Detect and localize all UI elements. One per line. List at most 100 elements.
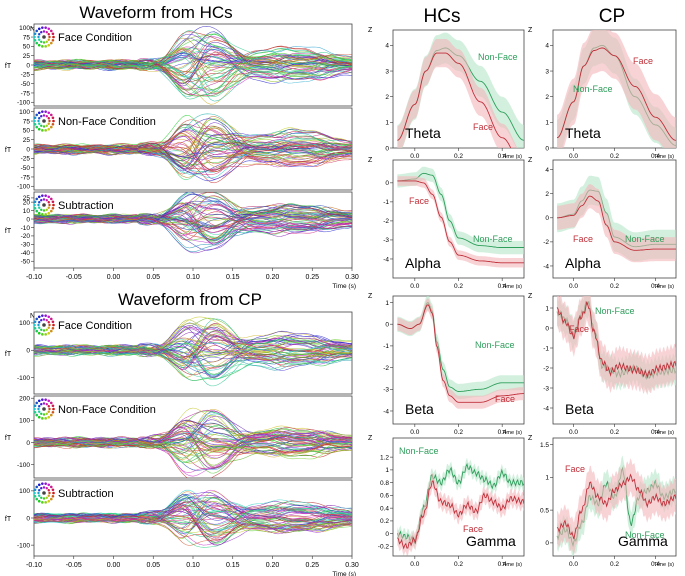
x-tick-label: 0.2 [454,561,463,568]
channel-trace [34,496,352,531]
y-tick-label: 1 [545,475,549,482]
y-tick-label: 1 [545,305,549,312]
channel-trace [34,329,352,370]
channel-trace [34,433,352,449]
cp-waveform-title: Waveform from CP [118,290,262,309]
y-tick-label: -4 [543,263,549,270]
channel-trace [34,127,352,167]
x-tick-label: 0.2 [454,429,463,436]
waveform-panel: 100 75 50 25 0 -25 -50 -75 -100 fT Face Condition [5,23,353,107]
y-tick-label: -25 [21,72,31,79]
face-sd-band [397,176,524,268]
sensor-colormap-icon [33,314,55,336]
face-series-label: Face [495,394,515,404]
band-name-label: Theta [565,125,601,141]
y-tick-label: 0 [26,348,30,355]
y-tick-label: 0 [26,216,30,223]
y-tick-label: 0 [385,180,389,187]
channel-trace [34,48,352,74]
channel-trace [34,431,352,468]
channel-trace [34,193,352,230]
x-tick-label: 0.4 [498,153,507,160]
y-axis-label: Z [368,435,373,442]
y-tick-label: 25 [23,137,31,144]
y-tick-label: 1 [385,467,389,474]
nonface-sd-band [557,455,676,556]
x-axis-label: Time (s) [654,154,674,160]
y-axis-label: Z [528,27,533,34]
channel-trace [34,432,352,450]
channel-trace [34,204,352,237]
x-tick-label: 0.2 [610,283,619,290]
y-tick-label: 0 [545,325,549,332]
channel-trace [34,127,352,161]
channel-trace [34,517,352,534]
band-name-label: Gamma [466,533,516,549]
face-sd-band [557,184,676,263]
y-tick-label: 100 [19,25,30,32]
y-tick-label: 0 [385,531,389,538]
channel-trace [34,497,352,533]
y-tick-label: 1 [385,300,389,307]
x-tick-label: 0.25 [305,562,319,569]
x-axis: -0.10 -0.05 0.00 0.05 0.10 0.15 0.20 0.25 0.30 Ti… [26,556,359,576]
channel-trace [34,133,352,168]
x-tick-label: 0.30 [345,562,359,569]
face-series-label: Face [463,524,483,534]
x-axis-label: Time (s) [332,571,356,576]
y-tick-label: -25 [21,156,31,163]
y-tick-label: 50 [23,44,31,51]
face-mean-line [397,52,512,148]
face-sd-band [397,39,518,148]
y-tick-label: 2 [545,94,549,101]
face-mean-line [556,47,676,141]
x-tick-label: 0.10 [186,562,200,569]
channel-trace [34,41,352,87]
waveform-panel: 100 0 -100 fT Subtraction [5,479,353,557]
y-tick-label: 50 [23,128,31,135]
y-tick-label: 0.6 [380,493,389,500]
x-tick-label: 0.0 [410,429,419,436]
y-tick-label: 1.2 [380,454,389,461]
channel-trace [34,205,352,240]
x-tick-label: 0.0 [569,429,578,436]
channel-trace [34,349,352,381]
nonface-series-label: Non-Face [595,306,635,316]
channel-trace [34,204,352,225]
y-tick-label: 25 [23,53,31,60]
x-tick-label: 0.2 [610,153,619,160]
y-tick-label: 1 [545,120,549,127]
x-axis: -0.10 -0.05 0.00 0.05 0.10 0.15 0.20 0.25 0.30 Ti… [26,268,359,290]
x-axis-label: Time (s) [654,430,674,436]
channel-trace [34,205,352,230]
y-tick-label: -30 [21,242,31,249]
sensor-colormap-icon [33,482,55,504]
x-tick-label: 0.2 [454,283,463,290]
y-tick-label: 0.4 [380,505,389,512]
face-series-label: Face [573,234,593,244]
x-tick-label: 0.2 [610,429,619,436]
x-tick-label: 0.4 [498,283,507,290]
y-tick-label: 4 [545,43,549,50]
y-tick-label: -4 [383,408,389,415]
x-tick-label: 0.0 [569,283,578,290]
y-axis-label: fT [5,351,12,358]
x-tick-label: 0.0 [569,561,578,568]
y-tick-label: 1.5 [540,442,549,449]
nonface-series-label: Non-Face [625,530,665,540]
face-mean-line [556,301,676,379]
x-tick-label: 0.4 [651,561,660,568]
y-tick-label: -3 [383,237,389,244]
channel-trace [34,52,352,80]
face-mean-line [397,180,524,264]
channel-trace [34,317,352,354]
x-tick-label: -0.05 [66,562,82,569]
channel-trace [34,443,352,478]
channel-trace [34,118,352,152]
y-tick-label: 3 [385,68,389,75]
